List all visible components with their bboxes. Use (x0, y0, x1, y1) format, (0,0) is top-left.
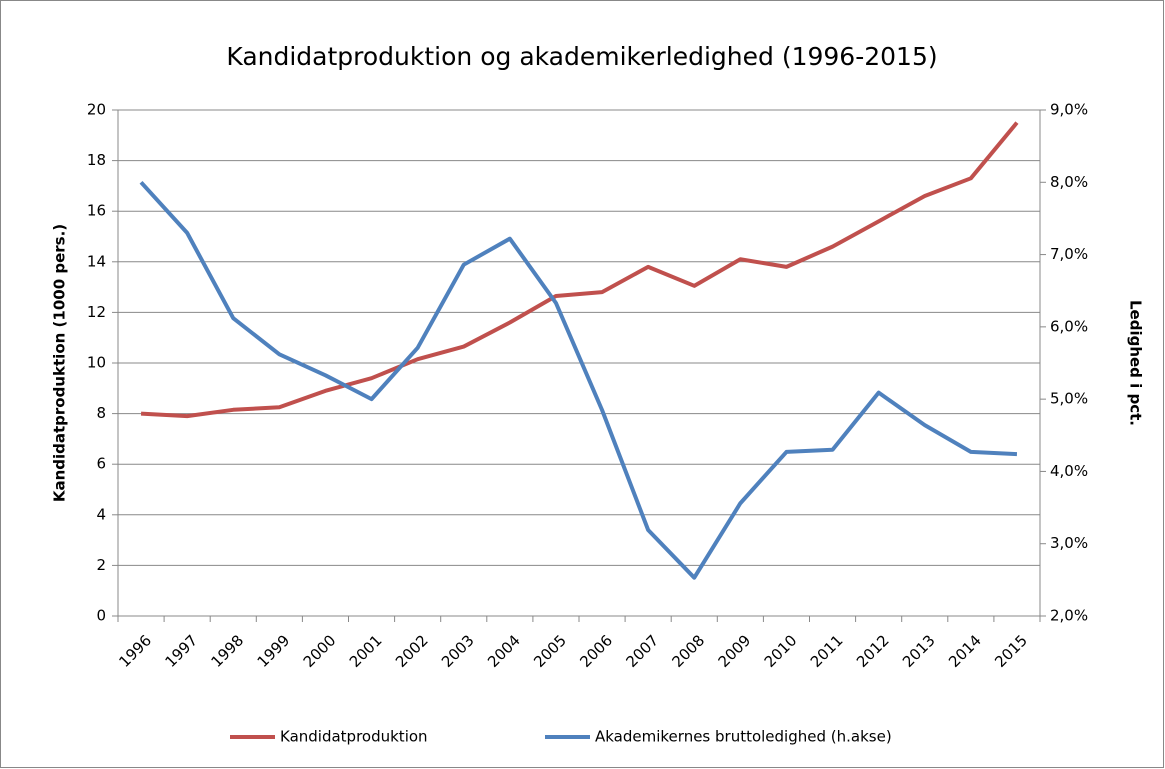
chart-title: Kandidatproduktion og akademikerledighed… (226, 42, 937, 71)
y2-tick-label: 2,0% (1050, 607, 1088, 625)
line-series (139, 180, 1018, 580)
y-tick-label: 8 (96, 404, 106, 422)
y2-tick-label: 7,0% (1050, 245, 1088, 263)
y-tick-label: 16 (87, 202, 106, 220)
y2-tick-label: 9,0% (1050, 101, 1088, 119)
y2-axis-title: Ledighed i pct. (1127, 300, 1145, 426)
y-axis-title: Kandidatproduktion (1000 pers.) (51, 224, 69, 502)
y2-tick-label: 5,0% (1050, 390, 1088, 408)
legend-label: Akademikernes bruttoledighed (h.akse) (595, 728, 892, 746)
y2-tick-label: 8,0% (1050, 173, 1088, 191)
y-tick-label: 2 (96, 556, 106, 574)
legend-label: Kandidatproduktion (280, 728, 428, 746)
y-tick-label: 18 (87, 151, 106, 169)
y2-tick-label: 6,0% (1050, 317, 1088, 335)
y-tick-label: 14 (87, 252, 106, 270)
line-series (140, 121, 1019, 419)
y-tick-label: 20 (87, 101, 106, 119)
y-tick-label: 6 (96, 455, 106, 473)
y-tick-label: 12 (87, 303, 106, 321)
y-tick-label: 0 (96, 607, 106, 625)
y-tick-label: 10 (87, 354, 106, 372)
y-tick-label: 4 (96, 505, 106, 523)
y2-tick-label: 3,0% (1050, 534, 1088, 552)
y2-tick-label: 4,0% (1050, 462, 1088, 480)
